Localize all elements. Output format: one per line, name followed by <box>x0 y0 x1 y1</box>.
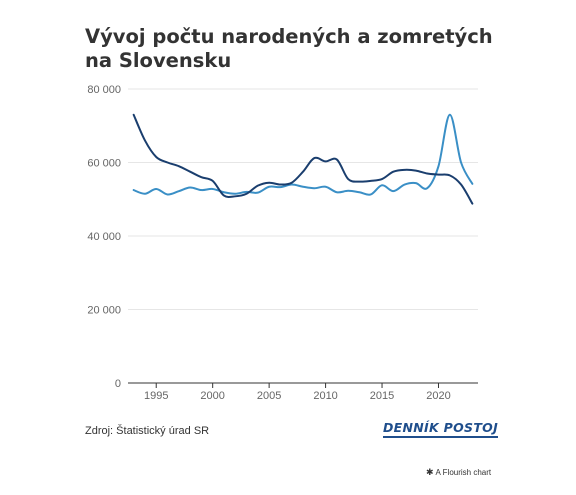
flourish-credit-label: A Flourish chart <box>435 468 492 477</box>
x-tick-label: 2005 <box>257 390 281 402</box>
gridlines <box>128 88 478 310</box>
x-tick-label: 2010 <box>313 390 337 402</box>
source-note: Zdroj: Štatistický úrad SR <box>85 425 210 437</box>
y-tick-label: 20 000 <box>87 305 121 317</box>
brand-logo[interactable]: DENNÍK POSTOJ <box>383 421 499 438</box>
x-tick-label: 2020 <box>426 390 450 402</box>
x-tick-label: 2015 <box>370 390 394 402</box>
y-axis-tick-labels: 0 20 000 40 000 60 000 80 000 <box>87 84 121 390</box>
x-axis: 1995 2000 2005 2010 2015 2020 <box>128 382 478 402</box>
asterisk-icon: ✱ <box>426 467 434 477</box>
y-tick-label: 0 <box>115 378 121 390</box>
x-tick-label: 1995 <box>144 390 168 402</box>
y-tick-label: 80 000 <box>87 84 121 96</box>
series-lines <box>132 113 474 205</box>
series-line-dark <box>132 113 474 205</box>
y-tick-label: 40 000 <box>87 231 121 243</box>
flourish-credit-link[interactable]: ✱ A Flourish chart <box>426 467 492 478</box>
x-tick-label: 2000 <box>200 390 224 402</box>
series-line-light <box>132 113 474 196</box>
y-tick-label: 60 000 <box>87 158 121 170</box>
chart-title: Vývoj počtu narodených a zomretých na Sl… <box>85 25 493 72</box>
